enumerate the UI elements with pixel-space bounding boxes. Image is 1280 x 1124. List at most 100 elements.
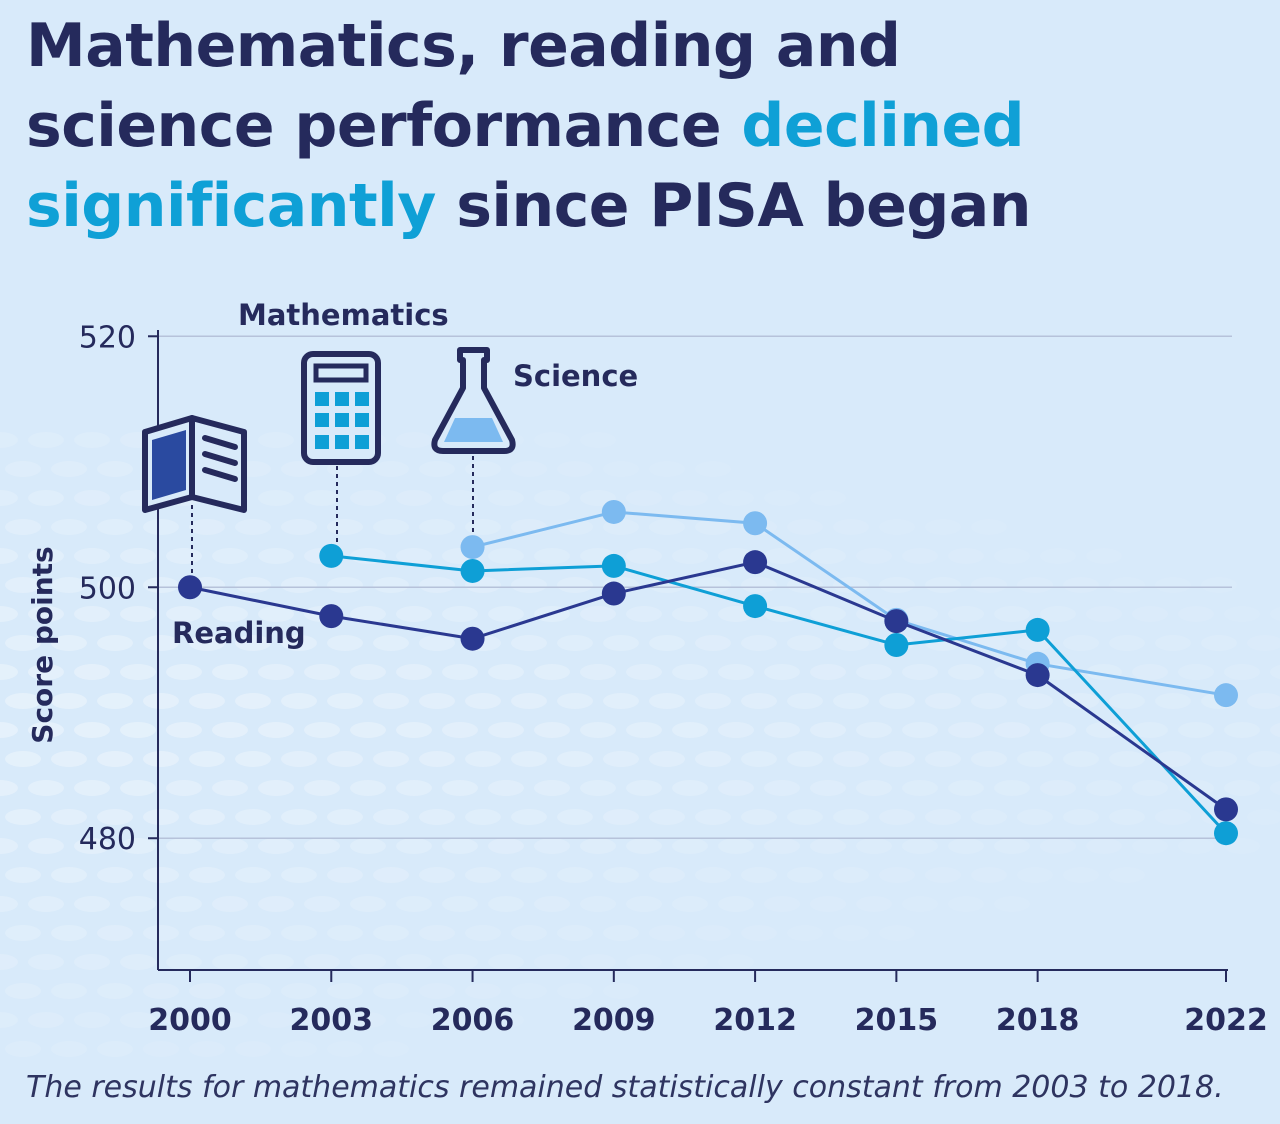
background-dot: [833, 809, 869, 825]
background-dot: [1040, 606, 1076, 622]
background-dot: [442, 838, 478, 854]
background-dot: [1201, 751, 1237, 767]
background-dot: [672, 954, 708, 970]
background-dot: [1040, 780, 1076, 796]
background-dot: [994, 722, 1030, 738]
y-axis-label: Score points: [26, 546, 59, 743]
background-dot: [626, 490, 662, 506]
background-dot: [672, 606, 708, 622]
background-dot: [28, 1012, 64, 1028]
background-dot: [879, 809, 915, 825]
background-dot: [1155, 635, 1191, 651]
background-dot: [787, 577, 823, 593]
background-dot: [603, 635, 639, 651]
background-dot: [718, 838, 754, 854]
background-dot: [258, 780, 294, 796]
background-dot: [120, 896, 156, 912]
background-dot: [0, 722, 18, 738]
background-dot: [810, 838, 846, 854]
background-dot: [258, 432, 294, 448]
background-dot: [649, 461, 685, 477]
background-dot: [166, 896, 202, 912]
background-dot: [672, 896, 708, 912]
background-dot: [1063, 577, 1099, 593]
background-dot: [0, 606, 18, 622]
background-dot: [649, 693, 685, 709]
background-dot: [212, 722, 248, 738]
background-dot: [5, 577, 41, 593]
background-dot: [534, 490, 570, 506]
series-label-mathematics: Mathematics: [238, 298, 449, 332]
background-dot: [1086, 838, 1122, 854]
background-dot: [189, 925, 225, 941]
background-dot: [0, 664, 18, 680]
background-dot: [304, 490, 340, 506]
reading-point: [601, 581, 626, 606]
background-dot: [5, 635, 41, 651]
background-dot: [189, 693, 225, 709]
background-dot: [396, 664, 432, 680]
background-dot: [695, 693, 731, 709]
background-dot: [396, 722, 432, 738]
y-tick-labels: 480 500 520: [79, 320, 136, 857]
background-dot: [580, 432, 616, 448]
background-dot: [994, 606, 1030, 622]
background-dot: [948, 722, 984, 738]
background-dot: [787, 809, 823, 825]
background-dot: [672, 490, 708, 506]
background-dot: [695, 461, 731, 477]
background-dot: [143, 925, 179, 941]
background-dot: [396, 780, 432, 796]
background-dot: [603, 751, 639, 767]
background-dot: [787, 867, 823, 883]
background-dot: [1086, 722, 1122, 738]
background-dot: [166, 548, 202, 564]
background-dot: [948, 780, 984, 796]
background-dot: [741, 635, 777, 651]
background-dot: [465, 925, 501, 941]
background-dot: [764, 896, 800, 912]
background-dot: [1086, 606, 1122, 622]
x-tick-label: 2006: [431, 1003, 515, 1038]
background-dot: [51, 577, 87, 593]
background-dot: [281, 519, 317, 535]
background-dot: [603, 809, 639, 825]
background-dot: [879, 519, 915, 535]
background-dot: [373, 693, 409, 709]
calculator-icon: [301, 351, 381, 548]
background-dot: [465, 983, 501, 999]
background-dot: [787, 693, 823, 709]
background-dot: [557, 635, 593, 651]
background-dot: [856, 548, 892, 564]
mathematics-point: [1214, 821, 1238, 846]
background-dot: [1155, 577, 1191, 593]
background-dot: [764, 548, 800, 564]
x-tick-label: 2000: [148, 1003, 232, 1038]
background-dot: [764, 664, 800, 680]
background-dot: [465, 461, 501, 477]
background-dot: [189, 983, 225, 999]
background-dot: [281, 1041, 317, 1057]
background-dot: [994, 548, 1030, 564]
background-dot: [51, 751, 87, 767]
background-dot: [396, 1012, 432, 1028]
background-dot: [1132, 664, 1168, 680]
background-dot: [580, 954, 616, 970]
background-dot: [994, 896, 1030, 912]
background-dot: [810, 722, 846, 738]
reading-point: [460, 626, 485, 651]
background-dot: [810, 780, 846, 796]
background-dot: [51, 925, 87, 941]
background-dot: [304, 780, 340, 796]
x-tick-label: 2022: [1184, 1003, 1268, 1038]
background-dot: [511, 693, 547, 709]
background-dot: [971, 867, 1007, 883]
reading-line: [189, 560, 1227, 811]
series-label-reading: Reading: [172, 616, 306, 650]
background-dot: [856, 838, 892, 854]
background-dot: [0, 490, 18, 506]
background-dot: [97, 751, 133, 767]
background-dot: [0, 838, 18, 854]
background-dot: [626, 838, 662, 854]
background-dot: [465, 867, 501, 883]
